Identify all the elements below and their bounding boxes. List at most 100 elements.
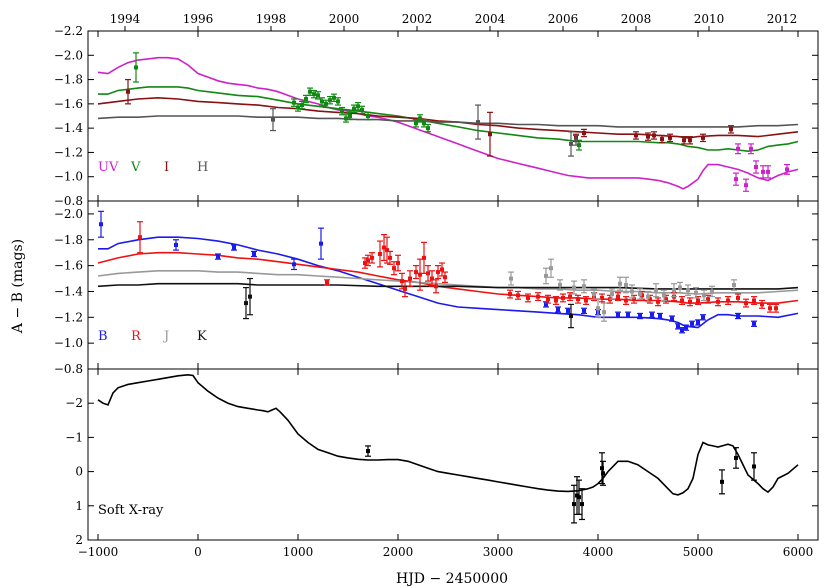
year-tick-label: 1998 (256, 12, 287, 26)
data-point (610, 292, 614, 297)
year-tick-label: 2010 (694, 12, 725, 26)
data-point (536, 294, 540, 299)
data-point (558, 283, 562, 287)
data-point (602, 310, 606, 315)
data-point (754, 165, 758, 169)
data-point (430, 276, 434, 281)
y-tick-label: −2.2 (54, 24, 83, 38)
data-point (549, 266, 553, 271)
data-point (476, 120, 480, 125)
data-point (744, 183, 748, 188)
data-point (232, 245, 236, 250)
data-point (749, 146, 753, 151)
data-point (684, 325, 688, 330)
x-tick-label: −1000 (78, 545, 119, 559)
y-tick-label: −1 (65, 430, 83, 444)
data-point (624, 298, 628, 303)
data-point (760, 302, 764, 307)
data-point (676, 324, 680, 329)
data-point (328, 98, 332, 103)
data-point (732, 283, 736, 287)
data-point (292, 262, 296, 267)
legend-label: R (131, 329, 142, 344)
data-point (325, 280, 329, 285)
data-point (366, 114, 370, 118)
series-line (97, 115, 799, 128)
data-point (554, 298, 558, 303)
panel-frame (87, 368, 819, 541)
data-point (508, 292, 512, 297)
data-point (363, 261, 367, 266)
data-point (736, 295, 740, 300)
y-tick-label: −0.8 (54, 362, 83, 376)
data-point (366, 449, 370, 454)
y-tick-label: −1.8 (54, 233, 83, 247)
x-tick-label: 4000 (583, 545, 614, 559)
x-tick-label: 1000 (283, 545, 314, 559)
panel-top: −2.2 −2.0 −1.8 −1.6 −1.4 −1.2 −1.0 −0.8 1994 1996… (54, 12, 819, 208)
data-point (308, 89, 312, 94)
data-point (426, 271, 430, 276)
data-point (761, 169, 765, 174)
data-point (688, 299, 692, 304)
data-point (414, 270, 418, 275)
y-tick-label: 2 (75, 533, 83, 547)
year-tick-label: 1994 (110, 12, 141, 26)
data-point (648, 297, 652, 302)
data-point (658, 314, 662, 319)
data-point (752, 464, 756, 469)
data-point (403, 286, 407, 291)
legend-label: H (197, 160, 208, 175)
data-point (638, 292, 642, 297)
data-point (252, 251, 256, 256)
data-point (248, 294, 252, 299)
data-point (569, 141, 573, 146)
data-point (99, 222, 103, 227)
y-tick-label: −1.4 (54, 121, 84, 135)
legend-label: UV (98, 160, 119, 175)
data-point (752, 321, 756, 326)
data-point (572, 285, 576, 290)
y-tick-label: −1.8 (54, 73, 83, 87)
data-point (138, 235, 142, 240)
y-tick-label: −1.6 (54, 259, 83, 273)
data-point (556, 307, 560, 312)
panel-bottom: −2 −1 0 1 2−1000 0 1000 2000 3000 4000 5000 6000 Sof… (65, 368, 819, 559)
data-point (729, 127, 733, 132)
data-point (577, 495, 581, 500)
x-tick-label: 5000 (683, 545, 714, 559)
data-point (660, 137, 664, 142)
data-point (544, 273, 548, 278)
data-point (566, 308, 570, 313)
data-point (682, 138, 686, 143)
data-point (569, 314, 573, 319)
data-point (292, 100, 296, 105)
series-line (97, 251, 799, 304)
year-tick-label: 2004 (475, 12, 506, 26)
data-point (696, 298, 700, 303)
data-point (316, 93, 320, 98)
x-tick-label: 0 (194, 545, 202, 559)
data-point (702, 293, 706, 298)
data-point (766, 169, 770, 174)
data-point (378, 251, 382, 256)
y-tick-label: −1.0 (54, 170, 83, 184)
data-point (340, 109, 344, 114)
data-point (670, 316, 674, 321)
data-point (385, 248, 389, 253)
data-point (624, 283, 628, 287)
data-point (664, 297, 668, 302)
data-point (544, 302, 548, 307)
data-point (418, 272, 422, 277)
y-tick-label: 1 (75, 499, 83, 513)
series-line (97, 373, 799, 496)
legend-label: B (98, 329, 108, 344)
data-point (392, 266, 396, 271)
data-point (561, 295, 565, 300)
data-point (414, 121, 418, 126)
data-point (434, 284, 438, 289)
data-point (592, 292, 596, 297)
data-point (352, 106, 356, 111)
data-point (638, 314, 642, 319)
